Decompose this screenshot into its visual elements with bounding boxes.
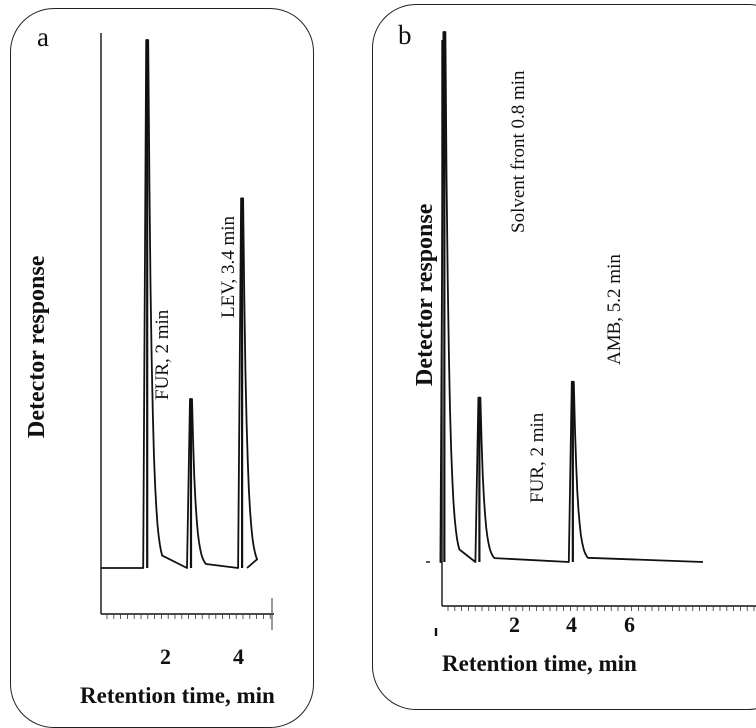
panel-a-trace (101, 39, 258, 569)
panel-a-x-tick-label: 4 (233, 644, 244, 669)
panel-b-x-tick-label: 2 (509, 612, 520, 637)
panel-a-x-tick-label: 2 (160, 644, 171, 669)
panel-a-x-axis-label: Retention time, min (80, 683, 275, 708)
panel-b-letter: b (398, 20, 412, 50)
panel-b-x-tick-label: 4 (566, 612, 577, 637)
panel-b-trace (439, 31, 704, 563)
panel-b-x-tick-label: 6 (624, 612, 635, 637)
panel-b-x-axis-label: Retention time, min (442, 651, 637, 676)
panel-b-frame (372, 4, 756, 710)
panel-a-letter: a (37, 22, 49, 52)
